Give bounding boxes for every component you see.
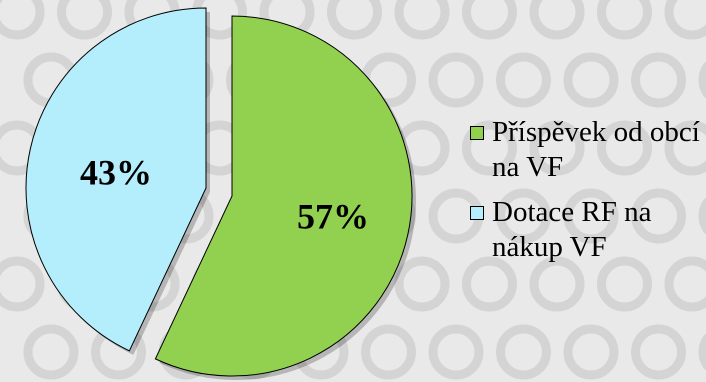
legend-swatch-blue	[470, 206, 484, 220]
legend-swatch-green	[470, 126, 484, 140]
data-label-43: 43%	[80, 152, 152, 192]
pie-slice-prispevek	[154, 15, 413, 377]
legend-label-prispevek: Příspěvek od obcí na VF	[492, 116, 700, 183]
legend-item-dotace: Dotace RF na nákup VF	[470, 195, 706, 265]
legend-item-prispevek: Příspěvek od obcí na VF	[470, 115, 706, 185]
chart-legend: Příspěvek od obcí na VF Dotace RF na nák…	[470, 115, 706, 275]
legend-label-dotace: Dotace RF na nákup VF	[492, 196, 652, 263]
pie-slice-dotace	[25, 7, 207, 352]
data-label-57: 57%	[297, 196, 369, 236]
